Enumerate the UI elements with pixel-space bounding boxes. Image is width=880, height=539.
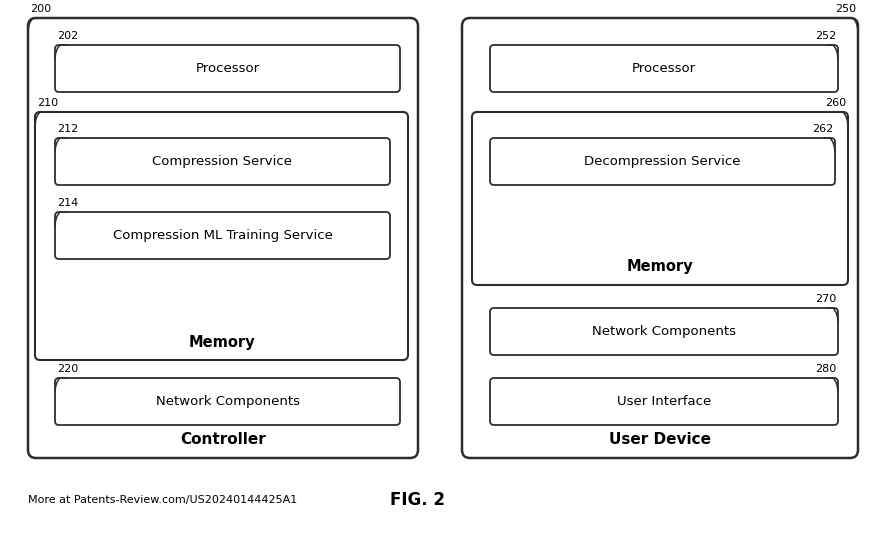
FancyBboxPatch shape bbox=[55, 378, 400, 425]
Text: Memory: Memory bbox=[188, 335, 255, 349]
Text: 214: 214 bbox=[57, 198, 78, 208]
FancyBboxPatch shape bbox=[490, 138, 835, 185]
Text: Network Components: Network Components bbox=[156, 395, 299, 408]
Text: 260: 260 bbox=[825, 98, 846, 108]
Text: Network Components: Network Components bbox=[592, 325, 736, 338]
Text: 280: 280 bbox=[815, 364, 836, 374]
FancyBboxPatch shape bbox=[490, 308, 838, 355]
Text: Controller: Controller bbox=[180, 432, 266, 447]
Text: Memory: Memory bbox=[627, 259, 693, 274]
Text: 270: 270 bbox=[815, 294, 836, 304]
Text: Processor: Processor bbox=[195, 62, 260, 75]
Text: 220: 220 bbox=[57, 364, 78, 374]
Text: More at Patents-Review.com/US20240144425A1: More at Patents-Review.com/US20240144425… bbox=[28, 495, 297, 505]
Text: 210: 210 bbox=[37, 98, 58, 108]
Text: 262: 262 bbox=[811, 124, 833, 134]
Text: FIG. 2: FIG. 2 bbox=[390, 491, 445, 509]
FancyBboxPatch shape bbox=[35, 112, 408, 360]
Text: 202: 202 bbox=[57, 31, 78, 41]
Text: Compression ML Training Service: Compression ML Training Service bbox=[113, 229, 333, 242]
Text: User Interface: User Interface bbox=[617, 395, 711, 408]
Text: User Device: User Device bbox=[609, 432, 711, 447]
Text: 250: 250 bbox=[835, 4, 856, 14]
FancyBboxPatch shape bbox=[55, 45, 400, 92]
FancyBboxPatch shape bbox=[55, 212, 390, 259]
FancyBboxPatch shape bbox=[472, 112, 848, 285]
Text: Compression Service: Compression Service bbox=[152, 155, 292, 168]
Text: 200: 200 bbox=[30, 4, 51, 14]
Text: Decompression Service: Decompression Service bbox=[584, 155, 741, 168]
Text: 252: 252 bbox=[815, 31, 836, 41]
FancyBboxPatch shape bbox=[55, 138, 390, 185]
Text: 212: 212 bbox=[57, 124, 78, 134]
FancyBboxPatch shape bbox=[490, 378, 838, 425]
FancyBboxPatch shape bbox=[490, 45, 838, 92]
Text: Processor: Processor bbox=[632, 62, 696, 75]
FancyBboxPatch shape bbox=[462, 18, 858, 458]
FancyBboxPatch shape bbox=[28, 18, 418, 458]
